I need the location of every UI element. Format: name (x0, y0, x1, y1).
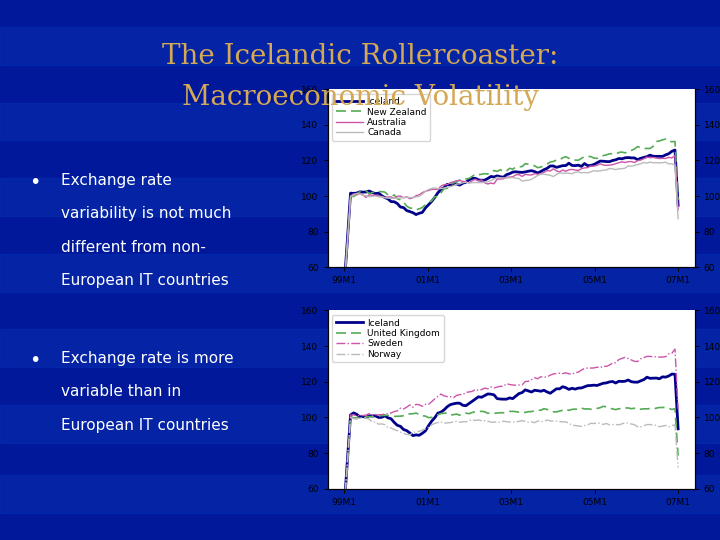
Text: •: • (29, 351, 40, 370)
Text: variability is not much: variability is not much (61, 206, 232, 221)
Text: Macroeconomic Volatility: Macroeconomic Volatility (181, 84, 539, 111)
Bar (0, 405, 720, 443)
Bar (0, 103, 720, 140)
Bar (0, 27, 720, 65)
Text: European IT countries: European IT countries (61, 273, 229, 288)
Text: European IT countries: European IT countries (61, 418, 229, 433)
Bar (0, 178, 720, 216)
Text: •: • (29, 173, 40, 192)
Legend: Iceland, New Zealand, Australia, Canada: Iceland, New Zealand, Australia, Canada (332, 93, 431, 141)
Bar (0, 475, 720, 513)
Text: Exchange rate: Exchange rate (61, 173, 172, 188)
Text: The Icelandic Rollercoaster:: The Icelandic Rollercoaster: (162, 43, 558, 70)
Bar (0, 254, 720, 292)
Text: variable than in: variable than in (61, 384, 181, 400)
Legend: Iceland, United Kingdom, Sweden, Norway: Iceland, United Kingdom, Sweden, Norway (332, 315, 444, 362)
Text: Exchange rate is more: Exchange rate is more (61, 351, 234, 366)
Text: different from non-: different from non- (61, 240, 206, 255)
Bar (0, 329, 720, 367)
